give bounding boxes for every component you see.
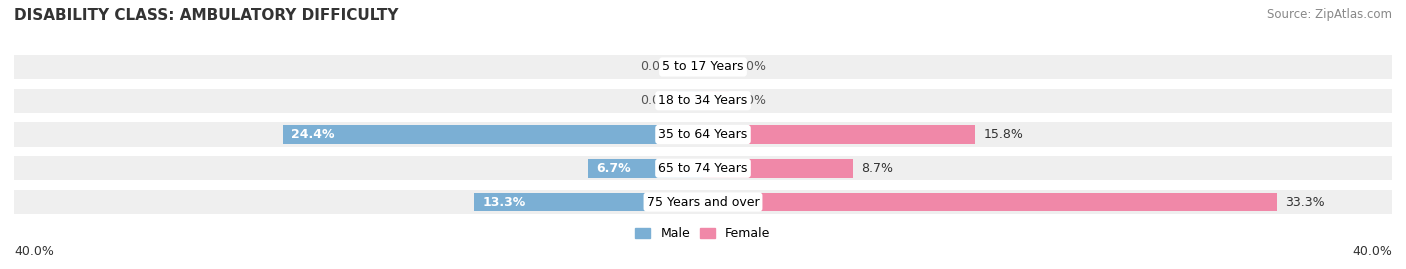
Text: 8.7%: 8.7%: [862, 162, 893, 175]
Legend: Male, Female: Male, Female: [630, 222, 776, 245]
Text: 35 to 64 Years: 35 to 64 Years: [658, 128, 748, 141]
Bar: [283, 125, 703, 144]
Bar: [703, 159, 853, 178]
Text: 5 to 17 Years: 5 to 17 Years: [662, 61, 744, 73]
Text: 24.4%: 24.4%: [291, 128, 335, 141]
Text: Source: ZipAtlas.com: Source: ZipAtlas.com: [1267, 8, 1392, 21]
Bar: [474, 193, 703, 211]
Text: 13.3%: 13.3%: [482, 196, 526, 208]
Text: 0.0%: 0.0%: [734, 94, 766, 107]
Text: 40.0%: 40.0%: [14, 245, 53, 258]
Text: 75 Years and over: 75 Years and over: [647, 196, 759, 208]
Bar: [703, 193, 1277, 211]
Text: 0.0%: 0.0%: [640, 61, 672, 73]
Text: 33.3%: 33.3%: [1285, 196, 1324, 208]
Text: 65 to 74 Years: 65 to 74 Years: [658, 162, 748, 175]
Bar: [703, 58, 728, 76]
Text: 0.0%: 0.0%: [734, 61, 766, 73]
Text: 15.8%: 15.8%: [984, 128, 1024, 141]
Text: 18 to 34 Years: 18 to 34 Years: [658, 94, 748, 107]
Bar: [703, 125, 976, 144]
Bar: [678, 58, 703, 76]
Bar: [703, 91, 728, 110]
Bar: [588, 159, 703, 178]
Text: 40.0%: 40.0%: [1353, 245, 1392, 258]
Text: DISABILITY CLASS: AMBULATORY DIFFICULTY: DISABILITY CLASS: AMBULATORY DIFFICULTY: [14, 8, 398, 23]
Bar: [14, 55, 1392, 79]
Text: 6.7%: 6.7%: [596, 162, 631, 175]
Bar: [14, 190, 1392, 214]
Text: 0.0%: 0.0%: [640, 94, 672, 107]
Bar: [14, 89, 1392, 113]
Bar: [14, 122, 1392, 147]
Bar: [678, 91, 703, 110]
Bar: [14, 156, 1392, 180]
